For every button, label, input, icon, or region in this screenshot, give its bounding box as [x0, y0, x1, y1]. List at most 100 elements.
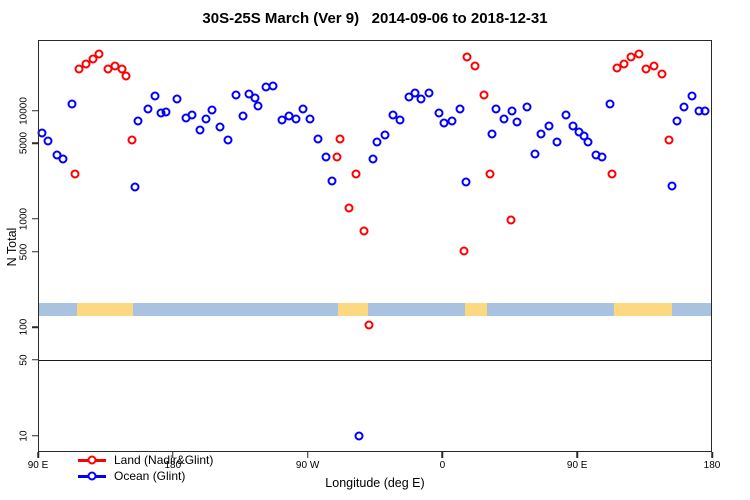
data-point-ocean [404, 92, 414, 102]
land-segment [613, 302, 672, 316]
data-point-ocean [410, 88, 420, 98]
x-tick-label: 90 W [295, 460, 320, 471]
data-point-land [351, 169, 361, 179]
legend-row-land: Land (Nadir&Glint) [78, 452, 213, 468]
y-tick-label: 50 [18, 354, 30, 366]
plot-area: Land (Nadir&Glint) Ocean (Glint) [37, 40, 712, 483]
x-tick-label: 180 [703, 460, 721, 471]
data-point-land [619, 59, 629, 69]
x-tick-mark [172, 452, 174, 458]
data-point-land [74, 64, 84, 74]
data-point-ocean [388, 110, 398, 120]
data-point-land [649, 61, 659, 71]
data-point-ocean [187, 110, 197, 120]
y-tick-mark [32, 359, 38, 361]
data-point-ocean [395, 115, 405, 125]
data-point-ocean [687, 91, 697, 101]
data-point-ocean [461, 177, 471, 187]
data-point-land [127, 135, 137, 145]
data-point-ocean [238, 111, 248, 121]
data-point-land [634, 49, 644, 59]
legend-row-ocean: Ocean (Glint) [78, 468, 213, 484]
data-point-land [479, 90, 489, 100]
legend: Land (Nadir&Glint) Ocean (Glint) [78, 452, 213, 484]
data-point-ocean [491, 104, 501, 114]
data-point-ocean [561, 110, 571, 120]
data-point-land [462, 52, 472, 62]
chart-title: 30S-25S March (Ver 9) 2014-09-06 to 2018… [202, 10, 548, 27]
data-point-ocean [372, 137, 382, 147]
data-point-ocean [530, 149, 540, 159]
data-point-ocean [215, 122, 225, 132]
data-point-ocean [207, 105, 217, 115]
data-point-ocean [305, 114, 315, 124]
data-point-ocean [133, 116, 143, 126]
data-point-land [344, 203, 354, 213]
data-point-ocean [268, 81, 278, 91]
data-point-ocean [700, 106, 710, 116]
data-point-ocean [313, 134, 323, 144]
x-tick-label: 90 E [566, 460, 588, 471]
data-point-ocean [253, 101, 263, 111]
legend-symbol-land [78, 452, 106, 468]
data-point-land [612, 63, 622, 72]
data-point-ocean [161, 107, 171, 117]
reference-line-n50 [38, 359, 712, 361]
data-point-ocean [672, 116, 682, 126]
x-tick-label: 0 [439, 460, 446, 471]
data-point-ocean [354, 431, 364, 440]
x-axis-title: Longitude (deg E) [325, 476, 425, 490]
data-point-land [88, 54, 98, 64]
legend-circle-ocean-icon [87, 471, 97, 481]
data-point-ocean [327, 176, 337, 186]
data-point-ocean [250, 93, 260, 103]
y-tick-mark [32, 218, 38, 220]
data-point-ocean [667, 181, 677, 191]
data-point-land [485, 169, 495, 179]
data-point-ocean [522, 102, 532, 112]
data-point-ocean [536, 129, 546, 139]
data-point-ocean [298, 104, 308, 114]
data-point-ocean [597, 152, 607, 162]
x-tick-mark [441, 452, 444, 458]
data-point-land [470, 61, 480, 71]
data-point-ocean [434, 108, 444, 118]
longitude-land-ocean-strip [38, 302, 712, 316]
data-point-ocean [544, 121, 554, 131]
data-point-ocean [447, 116, 457, 125]
data-point-ocean [552, 137, 562, 147]
data-point-ocean [43, 136, 53, 146]
data-point-ocean [195, 125, 205, 135]
data-point-ocean [583, 137, 593, 147]
x-tick-mark [306, 452, 309, 458]
data-point-land [459, 246, 469, 256]
data-point-ocean [67, 99, 77, 109]
legend-symbol-ocean [78, 468, 106, 484]
data-point-ocean [172, 94, 182, 104]
data-point-ocean [455, 104, 465, 114]
y-axis-title: N Total [5, 227, 19, 267]
data-point-ocean [568, 121, 578, 131]
data-point-ocean [58, 154, 68, 164]
data-point-ocean [380, 130, 390, 140]
data-point-land [641, 64, 651, 74]
y-tick-label: 10000 [18, 96, 30, 125]
data-point-land [70, 169, 80, 179]
y-tick-mark [32, 142, 38, 144]
x-tick-label: 90 E [27, 460, 49, 471]
y-tick-label: 5000 [18, 132, 30, 155]
y-tick-mark [32, 109, 38, 112]
data-point-land [94, 49, 104, 59]
x-tick-label: 180 [164, 460, 182, 471]
data-point-land [335, 134, 345, 144]
legend-circle-land-icon [87, 455, 97, 465]
y-tick-label: 1000 [18, 207, 30, 231]
data-point-ocean [499, 114, 509, 124]
legend-label-land: Land (Nadir&Glint) [114, 453, 214, 467]
data-point-land [364, 320, 374, 330]
land-segment [464, 302, 487, 316]
legend-label-ocean: Ocean (Glint) [114, 469, 186, 483]
data-point-ocean [605, 99, 615, 109]
data-point-land [664, 135, 674, 145]
